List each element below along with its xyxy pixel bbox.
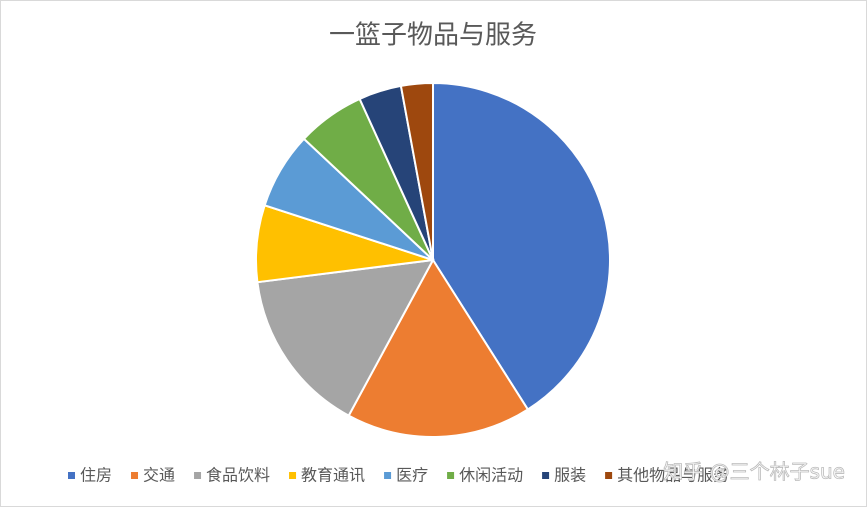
legend-marker [384, 472, 392, 479]
legend-label: 交通 [143, 466, 175, 485]
legend-label: 服装 [554, 466, 586, 485]
pie-slice [399, 81, 434, 261]
legend-marker [131, 472, 139, 479]
legend-marker [194, 472, 202, 479]
legend-label: 休闲活动 [459, 466, 523, 485]
legend-marker [447, 472, 455, 479]
chart-title: 一篮子物品与服务 [329, 21, 537, 51]
legend-label: 食品饮料 [206, 466, 270, 485]
legend-label: 住房 [80, 466, 112, 485]
pie-slice [347, 258, 530, 438]
legend-marker [68, 472, 75, 479]
pie-slice [432, 81, 611, 411]
legend-label: 教育通讯 [301, 466, 365, 485]
legend-marker [542, 472, 550, 479]
legend-label: 医疗 [396, 466, 428, 485]
pie [255, 81, 611, 438]
legend-label: 其他物品与服务 [617, 466, 729, 485]
legend: 住房 交通 食品饮料 教育通讯 医疗 休闲活动 服装 其他物品与服务 [68, 466, 729, 485]
watermark: 知乎 @三个林子sue [663, 460, 845, 484]
legend-marker [605, 472, 613, 479]
pie-slice [256, 258, 435, 417]
legend-marker [289, 472, 297, 479]
